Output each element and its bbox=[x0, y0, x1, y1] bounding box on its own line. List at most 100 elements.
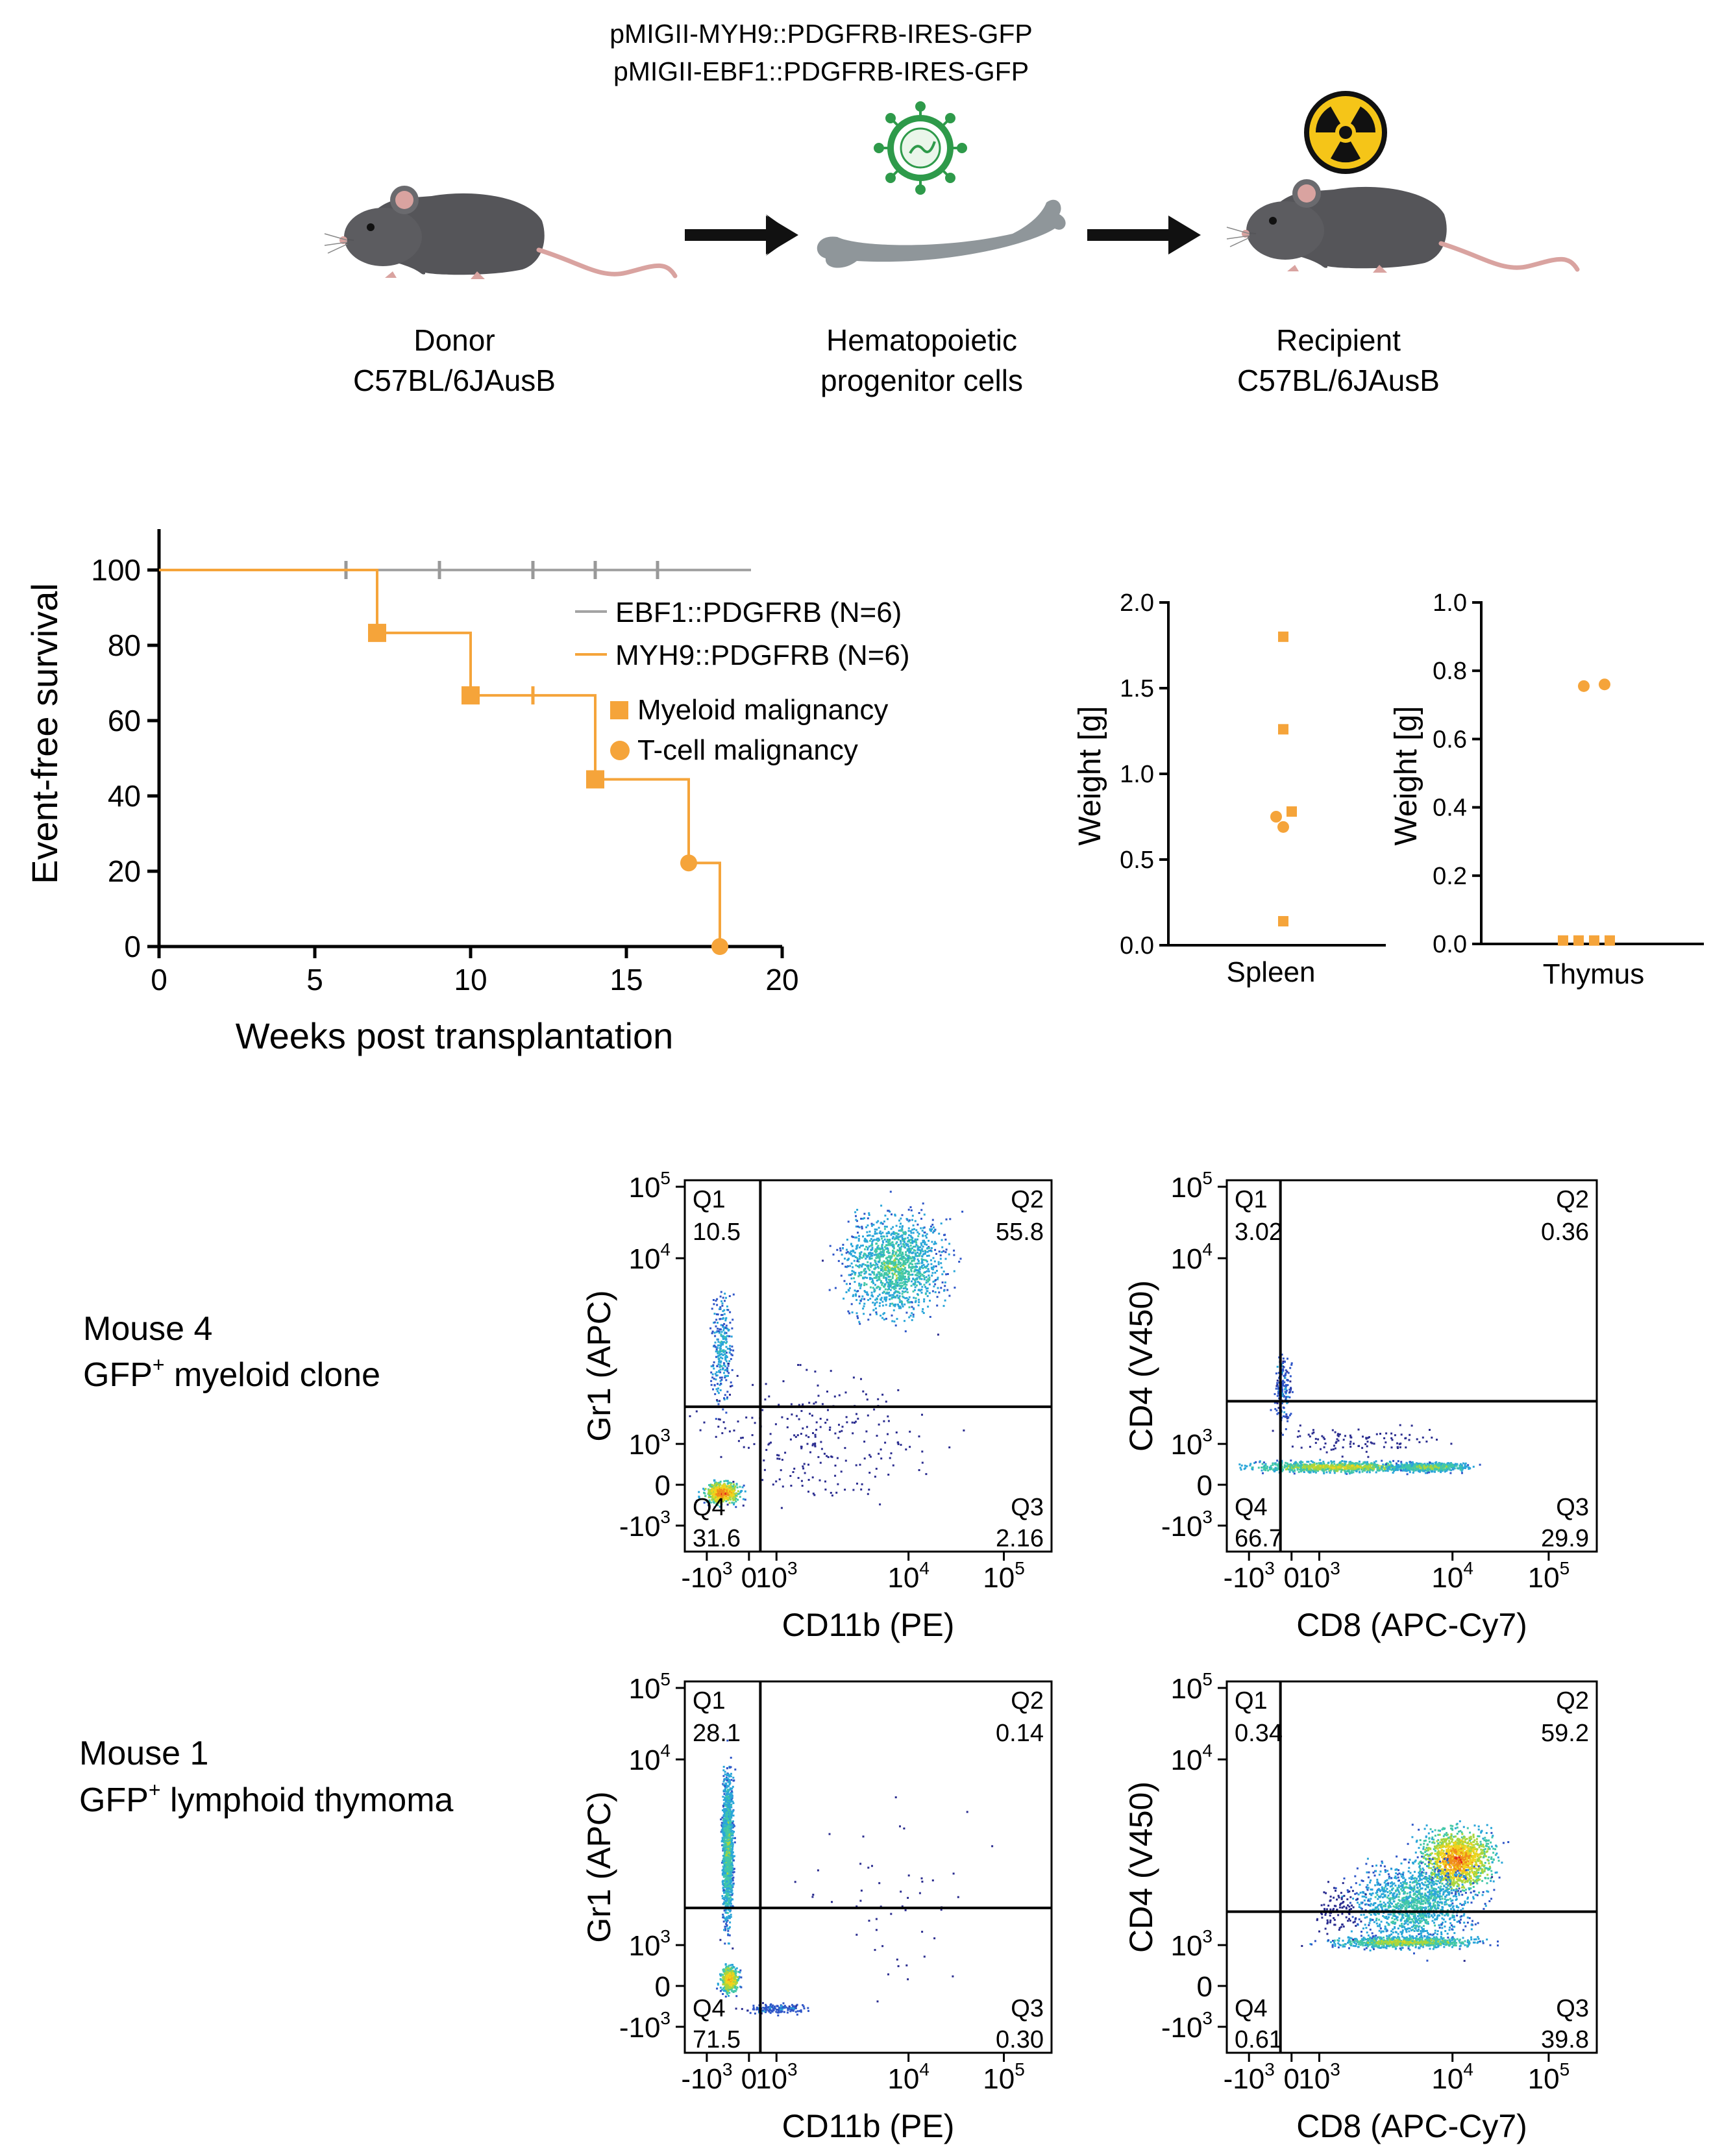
flow-event-dot bbox=[910, 1247, 913, 1250]
flow-event-dot bbox=[1370, 1466, 1372, 1468]
flow-event-dot bbox=[903, 1291, 905, 1293]
flow-event-dot bbox=[889, 1282, 892, 1285]
flow-event-dot bbox=[733, 1841, 736, 1844]
flow-event-dot bbox=[856, 1260, 859, 1263]
flow-event-dot bbox=[723, 1488, 725, 1491]
flow-event-dot bbox=[921, 1310, 924, 1313]
flow-event-dot bbox=[893, 1246, 895, 1249]
flow-event-dot bbox=[744, 1490, 746, 1493]
flow-event-dot bbox=[827, 1409, 829, 1411]
flow-event-dot bbox=[1281, 1459, 1283, 1462]
flow-event-dot bbox=[1431, 1463, 1433, 1465]
flow-event-dot bbox=[1414, 1467, 1417, 1470]
flow-event-dot bbox=[845, 1252, 848, 1254]
flow-event-dot bbox=[894, 1214, 896, 1217]
flow-event-dot bbox=[887, 1265, 889, 1267]
flow-event-dot bbox=[745, 1416, 748, 1419]
flow-event-dot bbox=[914, 1238, 917, 1241]
flow-event-dot bbox=[837, 1437, 840, 1439]
flow-event-dot bbox=[915, 1297, 917, 1300]
flow-event-dot bbox=[1277, 1412, 1280, 1414]
flow-event-dot bbox=[1413, 1465, 1416, 1467]
flow-event-dot bbox=[730, 1385, 732, 1388]
flow-event-dot bbox=[908, 1240, 911, 1243]
flow-event-dot bbox=[1410, 1465, 1413, 1467]
flow-event-dot bbox=[1301, 1464, 1304, 1466]
flow-event-dot bbox=[920, 1209, 923, 1211]
flow-event-dot bbox=[826, 1455, 828, 1457]
flow-event-dot bbox=[1278, 1397, 1281, 1400]
flow-event-dot bbox=[1450, 1443, 1453, 1445]
flow-event-dot bbox=[920, 1242, 922, 1245]
flow-event-dot bbox=[909, 1235, 912, 1237]
flow-event-dot bbox=[1323, 1446, 1325, 1448]
flow-event-dot bbox=[1290, 1459, 1292, 1462]
flow-event-dot bbox=[893, 1296, 895, 1298]
flow-event-dot bbox=[898, 1301, 901, 1304]
flow-event-dot bbox=[814, 1435, 817, 1438]
flow-event-dot bbox=[944, 1299, 946, 1302]
flow-event-dot bbox=[1385, 1469, 1387, 1472]
flow-event-dot bbox=[921, 1256, 924, 1258]
flow-event-dot bbox=[1281, 1371, 1283, 1374]
flow-event-dot bbox=[943, 1289, 945, 1292]
flow-event-dot bbox=[1365, 1437, 1368, 1440]
flow-event-dot bbox=[719, 1353, 721, 1356]
flow-event-dot bbox=[926, 1243, 928, 1246]
flow-event-dot bbox=[904, 1287, 907, 1289]
flow-event-dot bbox=[900, 1257, 903, 1259]
flow-event-dot bbox=[909, 1250, 911, 1253]
flow-event-dot bbox=[909, 1256, 911, 1258]
flow-event-dot bbox=[1283, 1374, 1285, 1377]
flow-event-dot bbox=[1313, 1463, 1316, 1466]
flow-event-dot bbox=[888, 1287, 890, 1290]
flow-event-dot bbox=[1308, 1468, 1310, 1470]
flow-event-dot bbox=[901, 1282, 904, 1284]
flow-event-dot bbox=[703, 1421, 706, 1424]
flow-event-dot bbox=[1412, 1465, 1414, 1468]
flow-event-dot bbox=[1305, 1468, 1307, 1471]
flow-event-dot bbox=[890, 1452, 893, 1455]
flow-event-dot bbox=[718, 1344, 720, 1346]
flow-event-dot bbox=[940, 1222, 942, 1225]
flow-event-dot bbox=[889, 1191, 892, 1193]
flow-event-dot bbox=[730, 1896, 732, 1899]
flow-event-dot bbox=[1400, 1463, 1403, 1465]
flow-event-dot bbox=[905, 1218, 908, 1220]
flow-event-dot bbox=[751, 1417, 754, 1419]
flow-event-dot bbox=[870, 1281, 873, 1283]
flow-event-dot bbox=[861, 1483, 863, 1485]
weight-y-tick-label: 0.8 bbox=[1433, 658, 1467, 685]
flow-event-dot bbox=[1292, 1466, 1294, 1468]
flow-event-dot bbox=[1395, 1462, 1398, 1465]
flow-event-dot bbox=[714, 1491, 717, 1493]
flow-event-dot bbox=[1283, 1467, 1286, 1468]
flow-event-dot bbox=[924, 1232, 926, 1233]
flow-event-dot bbox=[1285, 1413, 1288, 1415]
flow-event-dot bbox=[696, 1500, 698, 1502]
flow-event-dot bbox=[1320, 1468, 1323, 1471]
flow-event-dot bbox=[892, 1250, 894, 1252]
flow-event-dot bbox=[722, 1310, 724, 1313]
flow-event-dot bbox=[867, 1267, 870, 1270]
flow-event-dot bbox=[710, 1383, 713, 1386]
flow-event-dot bbox=[819, 1479, 821, 1481]
flow-event-dot bbox=[859, 1255, 861, 1258]
flow-event-dot bbox=[1377, 1466, 1379, 1468]
km-x-tick-label: 0 bbox=[151, 963, 167, 997]
flow-event-dot bbox=[1334, 1465, 1336, 1468]
flow-event-dot bbox=[1394, 1468, 1397, 1470]
flow-event-dot bbox=[1299, 1462, 1302, 1465]
flow-event-dot bbox=[1333, 1463, 1336, 1465]
flow-event-dot bbox=[720, 1350, 723, 1352]
flow-event-dot bbox=[1286, 1402, 1288, 1404]
flow-event-dot bbox=[729, 1787, 732, 1790]
flow-event-dot bbox=[1414, 1464, 1417, 1467]
flow-event-dot bbox=[1472, 1465, 1475, 1468]
flow-event-dot bbox=[897, 1245, 900, 1247]
flow-event-dot bbox=[912, 1313, 915, 1316]
flow-event-dot bbox=[721, 1302, 724, 1305]
flow-event-dot bbox=[1399, 1446, 1401, 1448]
flow-event-dot bbox=[1359, 1470, 1361, 1473]
flow-event-dot bbox=[893, 1283, 896, 1285]
